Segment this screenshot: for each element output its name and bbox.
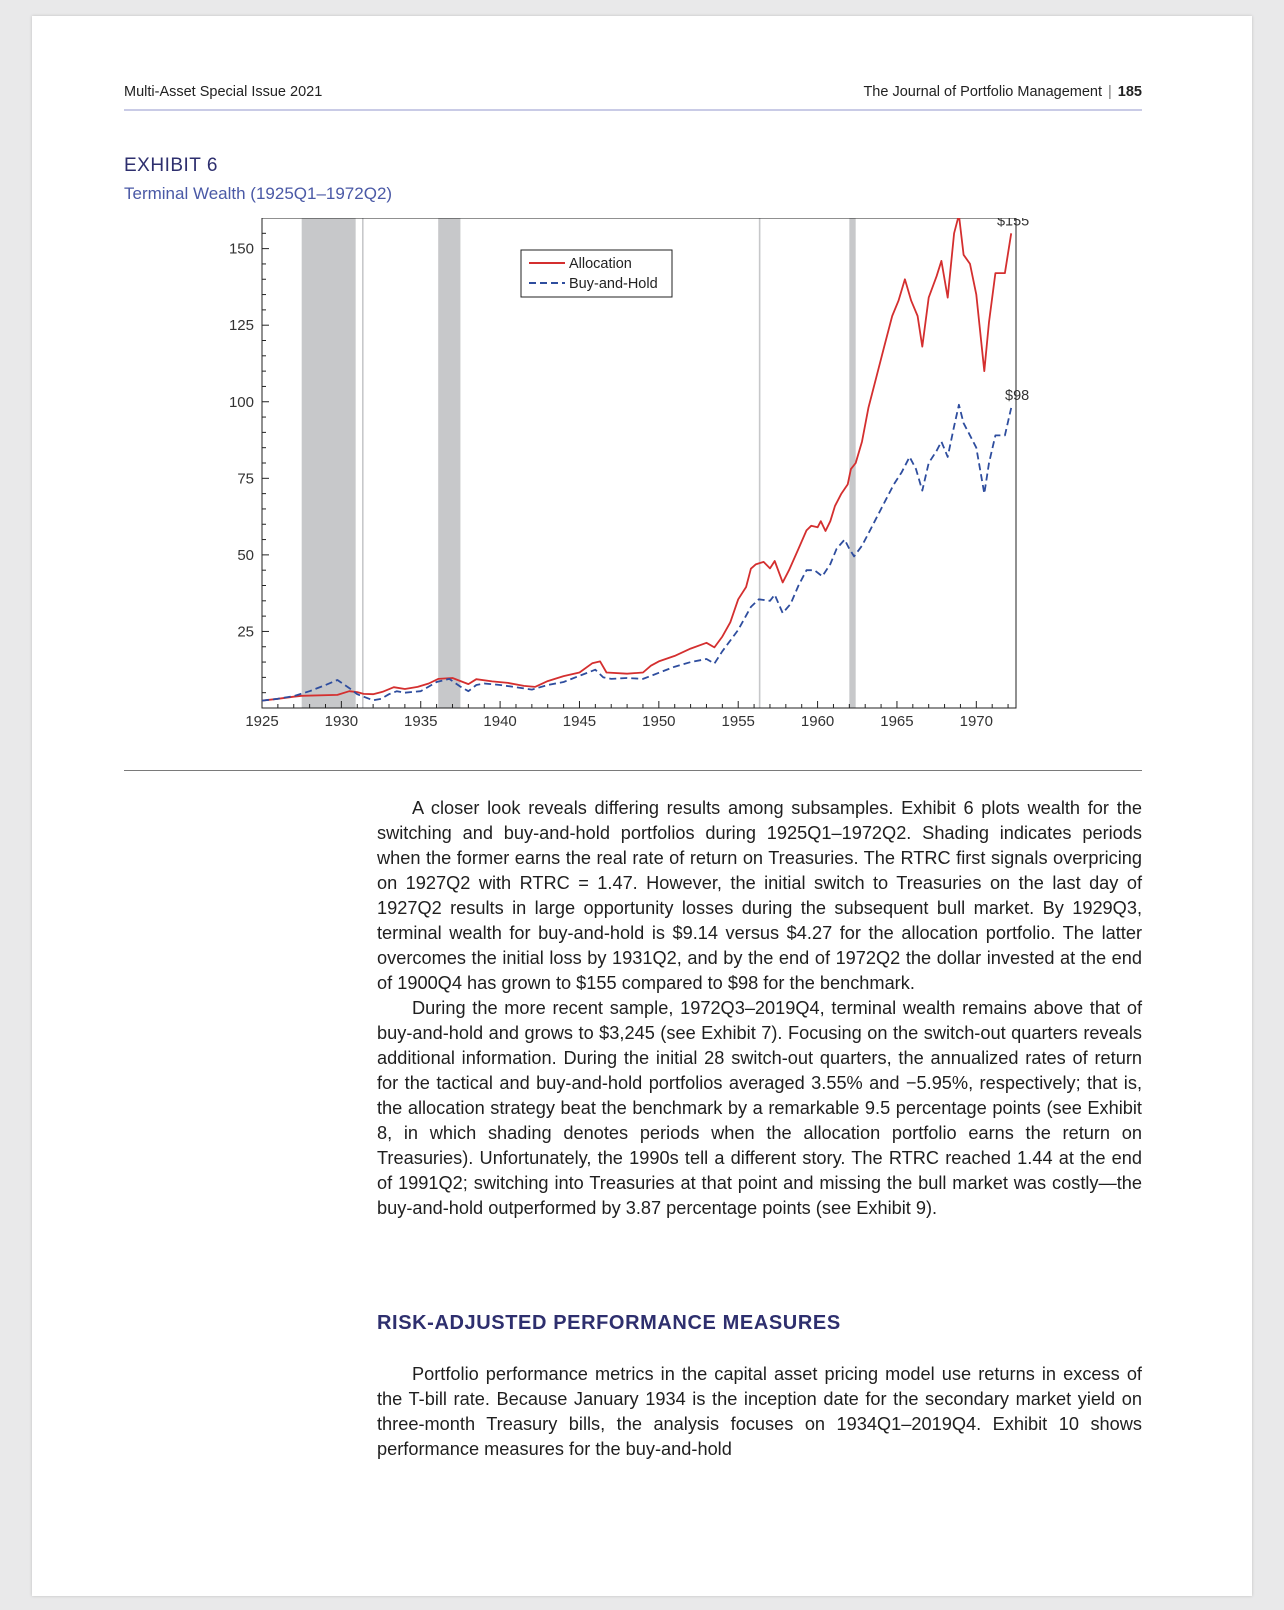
x-tick-label-1945: 1945 xyxy=(563,713,596,730)
y-tick-label-25: 25 xyxy=(237,623,254,640)
journal-info: The Journal of Portfolio Management | 185 xyxy=(863,84,1142,100)
x-tick-label-1970: 1970 xyxy=(960,713,993,730)
axes-layer: 25 50 75 100 125 150 1925 1930 1935 1940 1945 1950 1… xyxy=(229,218,1017,730)
section-heading: RISK-ADJUSTED PERFORMANCE MEASURES xyxy=(377,1312,841,1334)
x-tick-label-1935: 1935 xyxy=(404,713,437,730)
shaded-period-2 xyxy=(438,218,461,708)
chart-legend: Allocation Buy-and-Hold xyxy=(520,249,673,298)
y-tick-label-50: 50 xyxy=(237,547,254,564)
series-line-buy-and-hold xyxy=(261,403,1013,702)
issue-label: Multi-Asset Special Issue 2021 xyxy=(124,84,323,100)
legend-box xyxy=(520,249,673,298)
exhibit-title: Terminal Wealth (1925Q1–1972Q2) xyxy=(124,184,393,203)
x-tick-label-1960: 1960 xyxy=(801,713,834,730)
paragraph-1: A closer look reveals differing results … xyxy=(377,798,1142,993)
shaded-period-0 xyxy=(301,218,356,708)
shaded-period-1 xyxy=(362,218,364,708)
body-paragraphs-1: A closer look reveals differing results … xyxy=(377,796,1142,1221)
y-tick-label-75: 75 xyxy=(237,470,254,487)
legend-allocation-label: Allocation xyxy=(569,256,632,272)
y-tick-label-125: 125 xyxy=(229,317,254,334)
header-separator: | xyxy=(1108,84,1112,100)
legend-buyhold-label: Buy-and-Hold xyxy=(569,276,658,292)
shading-layer xyxy=(301,218,856,708)
page-number: 185 xyxy=(1117,84,1142,100)
series-layer xyxy=(261,218,1013,702)
x-tick-label-1955: 1955 xyxy=(722,713,755,730)
body-paragraphs-2: Portfolio performance metrics in the cap… xyxy=(377,1362,1142,1462)
shaded-period-4 xyxy=(849,218,856,708)
x-tick-label-1940: 1940 xyxy=(483,713,516,730)
running-head: Multi-Asset Special Issue 2021 The Journ… xyxy=(124,84,1142,110)
end-value-label-1: $98 xyxy=(1005,388,1029,404)
paragraph-3: Portfolio performance metrics in the cap… xyxy=(377,1364,1142,1459)
journal-name: The Journal of Portfolio Management xyxy=(863,84,1103,100)
x-tick-label-1950: 1950 xyxy=(642,713,675,730)
y-tick-label-150: 150 xyxy=(229,241,254,258)
terminal-wealth-chart: 25 50 75 100 125 150 1925 1930 1935 1940 1945 1950 1… xyxy=(229,218,1029,730)
x-tick-label-1930: 1930 xyxy=(325,713,358,730)
paragraph-2: During the more recent sample, 1972Q3–20… xyxy=(377,998,1142,1218)
exhibit-bottom-rule xyxy=(124,770,1142,771)
shaded-period-3 xyxy=(758,218,761,708)
series-line-allocation xyxy=(261,218,1013,702)
annotation-layer: $155 $98 xyxy=(997,218,1029,404)
x-tick-label-1965: 1965 xyxy=(880,713,913,730)
header-rule xyxy=(124,109,1142,111)
exhibit-label: EXHIBIT 6 xyxy=(124,155,218,176)
end-value-label-0: $155 xyxy=(997,218,1029,229)
y-tick-label-100: 100 xyxy=(229,394,254,411)
x-tick-label-1925: 1925 xyxy=(245,713,278,730)
